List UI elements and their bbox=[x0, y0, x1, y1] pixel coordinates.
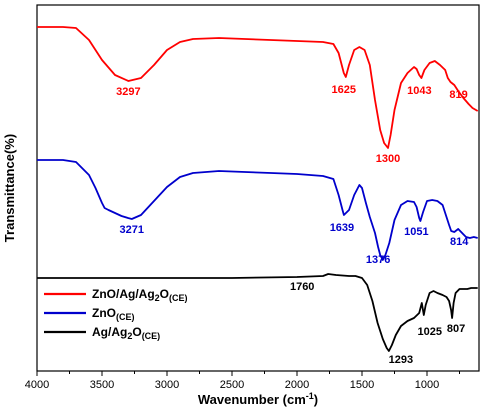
legend-legend-sub1: (CE) bbox=[116, 312, 135, 322]
plot-frame bbox=[36, 4, 480, 372]
peak-label-3297: 3297 bbox=[116, 86, 140, 98]
series-line-0 bbox=[37, 26, 479, 149]
peak-label-1293: 1293 bbox=[389, 354, 413, 366]
x-tick-label-4000: 4000 bbox=[25, 379, 49, 391]
x-axis-title-main: Wavenumber (cm bbox=[198, 392, 306, 407]
peak-label-1625: 1625 bbox=[332, 84, 356, 96]
peak-label-1639: 1639 bbox=[330, 222, 354, 234]
legend-legend-sub2: (CE) bbox=[142, 331, 161, 341]
peak-label-3271: 3271 bbox=[120, 224, 144, 236]
legend-entry-1: ZnO(CE) bbox=[92, 306, 135, 322]
peak-label-807: 807 bbox=[447, 323, 465, 335]
legend-legend-mid: O bbox=[132, 325, 141, 339]
legend-legend-sub2: (CE) bbox=[169, 293, 188, 303]
legend-legend-main: Ag/Ag bbox=[92, 325, 127, 339]
peak-label-1043: 1043 bbox=[407, 85, 431, 97]
legend: ZnO/Ag/Ag2O(CE)ZnO(CE)Ag/Ag2O(CE) bbox=[44, 287, 188, 341]
legend-entry-0: ZnO/Ag/Ag2O(CE) bbox=[92, 287, 188, 303]
series-line-2 bbox=[37, 273, 478, 352]
peak-label-1300: 1300 bbox=[376, 153, 400, 165]
x-tick-label-2500: 2500 bbox=[220, 379, 244, 391]
peak-label-1760: 1760 bbox=[290, 281, 314, 293]
x-axis-ticks: 4000 3500 3000 2500 2000 1500 1000 bbox=[25, 371, 460, 391]
legend-legend-main: ZnO/Ag/Ag bbox=[92, 287, 155, 301]
x-axis-title: Wavenumber (cm-1) bbox=[198, 391, 318, 407]
legend-legend-sub1: 2 bbox=[127, 331, 132, 341]
x-axis-title-end: ) bbox=[314, 392, 318, 407]
peak-labels: 3297 1625 1300 1043 819 3271 1639 1376 1051 814 17… bbox=[116, 84, 469, 366]
peak-label-814: 814 bbox=[450, 236, 469, 248]
peak-label-1051: 1051 bbox=[404, 226, 428, 238]
legend-legend-main: ZnO bbox=[92, 306, 116, 320]
peak-label-819: 819 bbox=[449, 89, 467, 101]
y-axis-title: Transmittance(%) bbox=[2, 134, 17, 242]
x-tick-label-1500: 1500 bbox=[350, 379, 374, 391]
series-line-1 bbox=[37, 159, 478, 261]
legend-legend-mid: O bbox=[160, 287, 169, 301]
legend-legend-sub1: 2 bbox=[155, 293, 160, 303]
peak-label-1025: 1025 bbox=[418, 326, 442, 338]
legend-entry-2: Ag/Ag2O(CE) bbox=[92, 325, 160, 341]
x-tick-label-1000: 1000 bbox=[415, 379, 439, 391]
peak-label-1376: 1376 bbox=[366, 254, 390, 266]
x-tick-label-3000: 3000 bbox=[155, 379, 179, 391]
x-tick-label-2000: 2000 bbox=[285, 379, 309, 391]
series-layer bbox=[37, 26, 479, 352]
x-tick-label-3500: 3500 bbox=[90, 379, 114, 391]
x-axis-title-sup: -1 bbox=[306, 391, 314, 401]
